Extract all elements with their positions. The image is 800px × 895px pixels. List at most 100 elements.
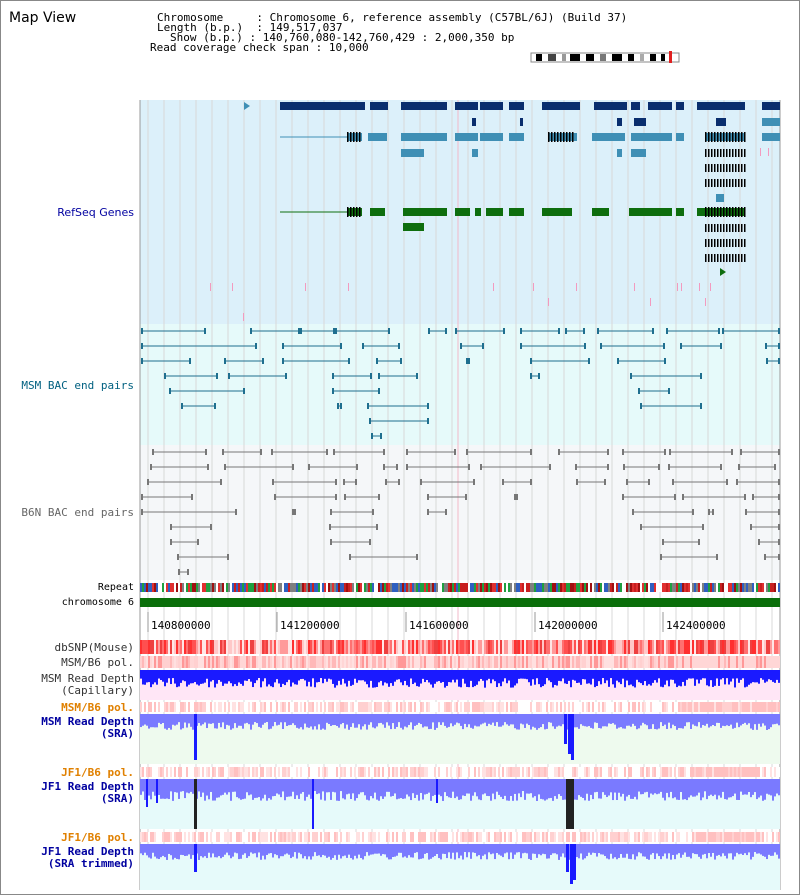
bac-end bbox=[765, 343, 767, 349]
heat-cell bbox=[630, 702, 632, 712]
depth-spike bbox=[194, 844, 197, 872]
depth-bar bbox=[652, 844, 654, 854]
heat-cell bbox=[740, 702, 742, 712]
depth-bar bbox=[656, 670, 658, 683]
depth-bar bbox=[704, 670, 706, 679]
exon-tick bbox=[720, 254, 722, 262]
depth-bar bbox=[322, 779, 324, 792]
heat-cell bbox=[546, 767, 548, 777]
heat-cell bbox=[374, 702, 376, 712]
depth-bar bbox=[182, 779, 184, 792]
depth-bar bbox=[262, 714, 264, 725]
depth-bar bbox=[434, 779, 436, 795]
depth-bar bbox=[694, 779, 696, 797]
repeat-segment bbox=[650, 583, 652, 592]
pink-mark bbox=[760, 148, 761, 156]
heat-cell bbox=[428, 640, 430, 654]
heat-cell bbox=[444, 640, 446, 654]
heat-cell bbox=[224, 832, 226, 842]
repeat-segment bbox=[598, 583, 600, 592]
heat-cell bbox=[408, 767, 410, 777]
depth-bar bbox=[774, 844, 776, 853]
heat-cell bbox=[368, 832, 370, 842]
heat-cell bbox=[588, 702, 590, 712]
bac-end bbox=[274, 494, 276, 500]
depth-bar bbox=[676, 844, 678, 855]
bac-end bbox=[740, 449, 742, 455]
heat-cell bbox=[204, 640, 206, 654]
depth-bar bbox=[548, 670, 550, 681]
depth-bar bbox=[656, 844, 658, 854]
heat-cell bbox=[220, 767, 222, 777]
repeat-segment bbox=[260, 583, 262, 592]
depth-bar bbox=[674, 779, 676, 798]
depth-bar bbox=[454, 844, 456, 860]
heat-cell bbox=[308, 640, 310, 654]
depth-bar bbox=[752, 670, 754, 683]
heat-cell bbox=[414, 702, 416, 712]
heat-cell bbox=[176, 640, 178, 654]
heat-cell bbox=[310, 640, 312, 654]
depth-bar bbox=[606, 844, 608, 859]
gene-arrow bbox=[244, 102, 250, 110]
depth-bar bbox=[482, 779, 484, 795]
heat-cell bbox=[578, 702, 580, 712]
depth-bar bbox=[358, 844, 360, 855]
depth-bar bbox=[326, 714, 328, 723]
bac-end bbox=[285, 373, 287, 379]
heat-cell bbox=[294, 640, 296, 654]
depth-bar bbox=[714, 844, 716, 860]
heat-cell bbox=[762, 832, 764, 842]
gene-feature bbox=[592, 133, 625, 141]
repeat-segment bbox=[230, 583, 232, 592]
depth-bar bbox=[412, 844, 414, 858]
depth-bar bbox=[560, 779, 562, 797]
heat-cell bbox=[310, 702, 312, 712]
depth-bar bbox=[500, 779, 502, 797]
depth-bar bbox=[346, 844, 348, 858]
heat-cell bbox=[500, 767, 502, 777]
depth-bar bbox=[490, 670, 492, 684]
heat-cell bbox=[742, 832, 744, 842]
heat-cell bbox=[342, 702, 344, 712]
gene-feature bbox=[370, 102, 388, 110]
depth-bar bbox=[424, 670, 426, 683]
heat-cell bbox=[654, 767, 656, 777]
depth-bar bbox=[622, 670, 624, 679]
repeat-segment bbox=[532, 583, 534, 592]
heat-cell bbox=[344, 702, 346, 712]
depth-bar bbox=[678, 714, 680, 729]
depth-bar bbox=[772, 779, 774, 801]
heat-cell bbox=[656, 640, 658, 654]
heat-cell bbox=[240, 767, 242, 777]
heat-cell bbox=[716, 656, 718, 668]
heat-cell bbox=[380, 832, 382, 842]
heat-cell bbox=[168, 832, 170, 842]
repeat-segment bbox=[394, 583, 396, 592]
heat-cell bbox=[754, 656, 756, 668]
heat-cell bbox=[596, 656, 598, 668]
depth-bar bbox=[466, 714, 468, 728]
depth-bar bbox=[218, 844, 220, 857]
heat-cell bbox=[396, 640, 398, 654]
depth-bar bbox=[166, 844, 168, 860]
heat-cell bbox=[388, 656, 390, 668]
repeat-segment bbox=[628, 583, 630, 592]
depth-bar bbox=[616, 844, 618, 860]
heat-cell bbox=[486, 832, 488, 842]
heat-cell bbox=[600, 832, 602, 842]
depth-bar bbox=[732, 670, 734, 679]
heat-cell bbox=[332, 640, 334, 654]
heat-cell bbox=[334, 656, 336, 668]
heat-cell bbox=[400, 767, 402, 777]
depth-bar bbox=[290, 714, 292, 725]
exon-tick bbox=[717, 239, 719, 247]
depth-bar bbox=[630, 670, 632, 685]
heat-cell bbox=[744, 640, 746, 654]
heat-cell bbox=[462, 656, 464, 668]
heat-cell bbox=[362, 767, 364, 777]
repeat-segment bbox=[660, 583, 662, 592]
heat-cell bbox=[504, 767, 506, 777]
depth-bar bbox=[374, 670, 376, 688]
heat-cell bbox=[146, 767, 148, 777]
